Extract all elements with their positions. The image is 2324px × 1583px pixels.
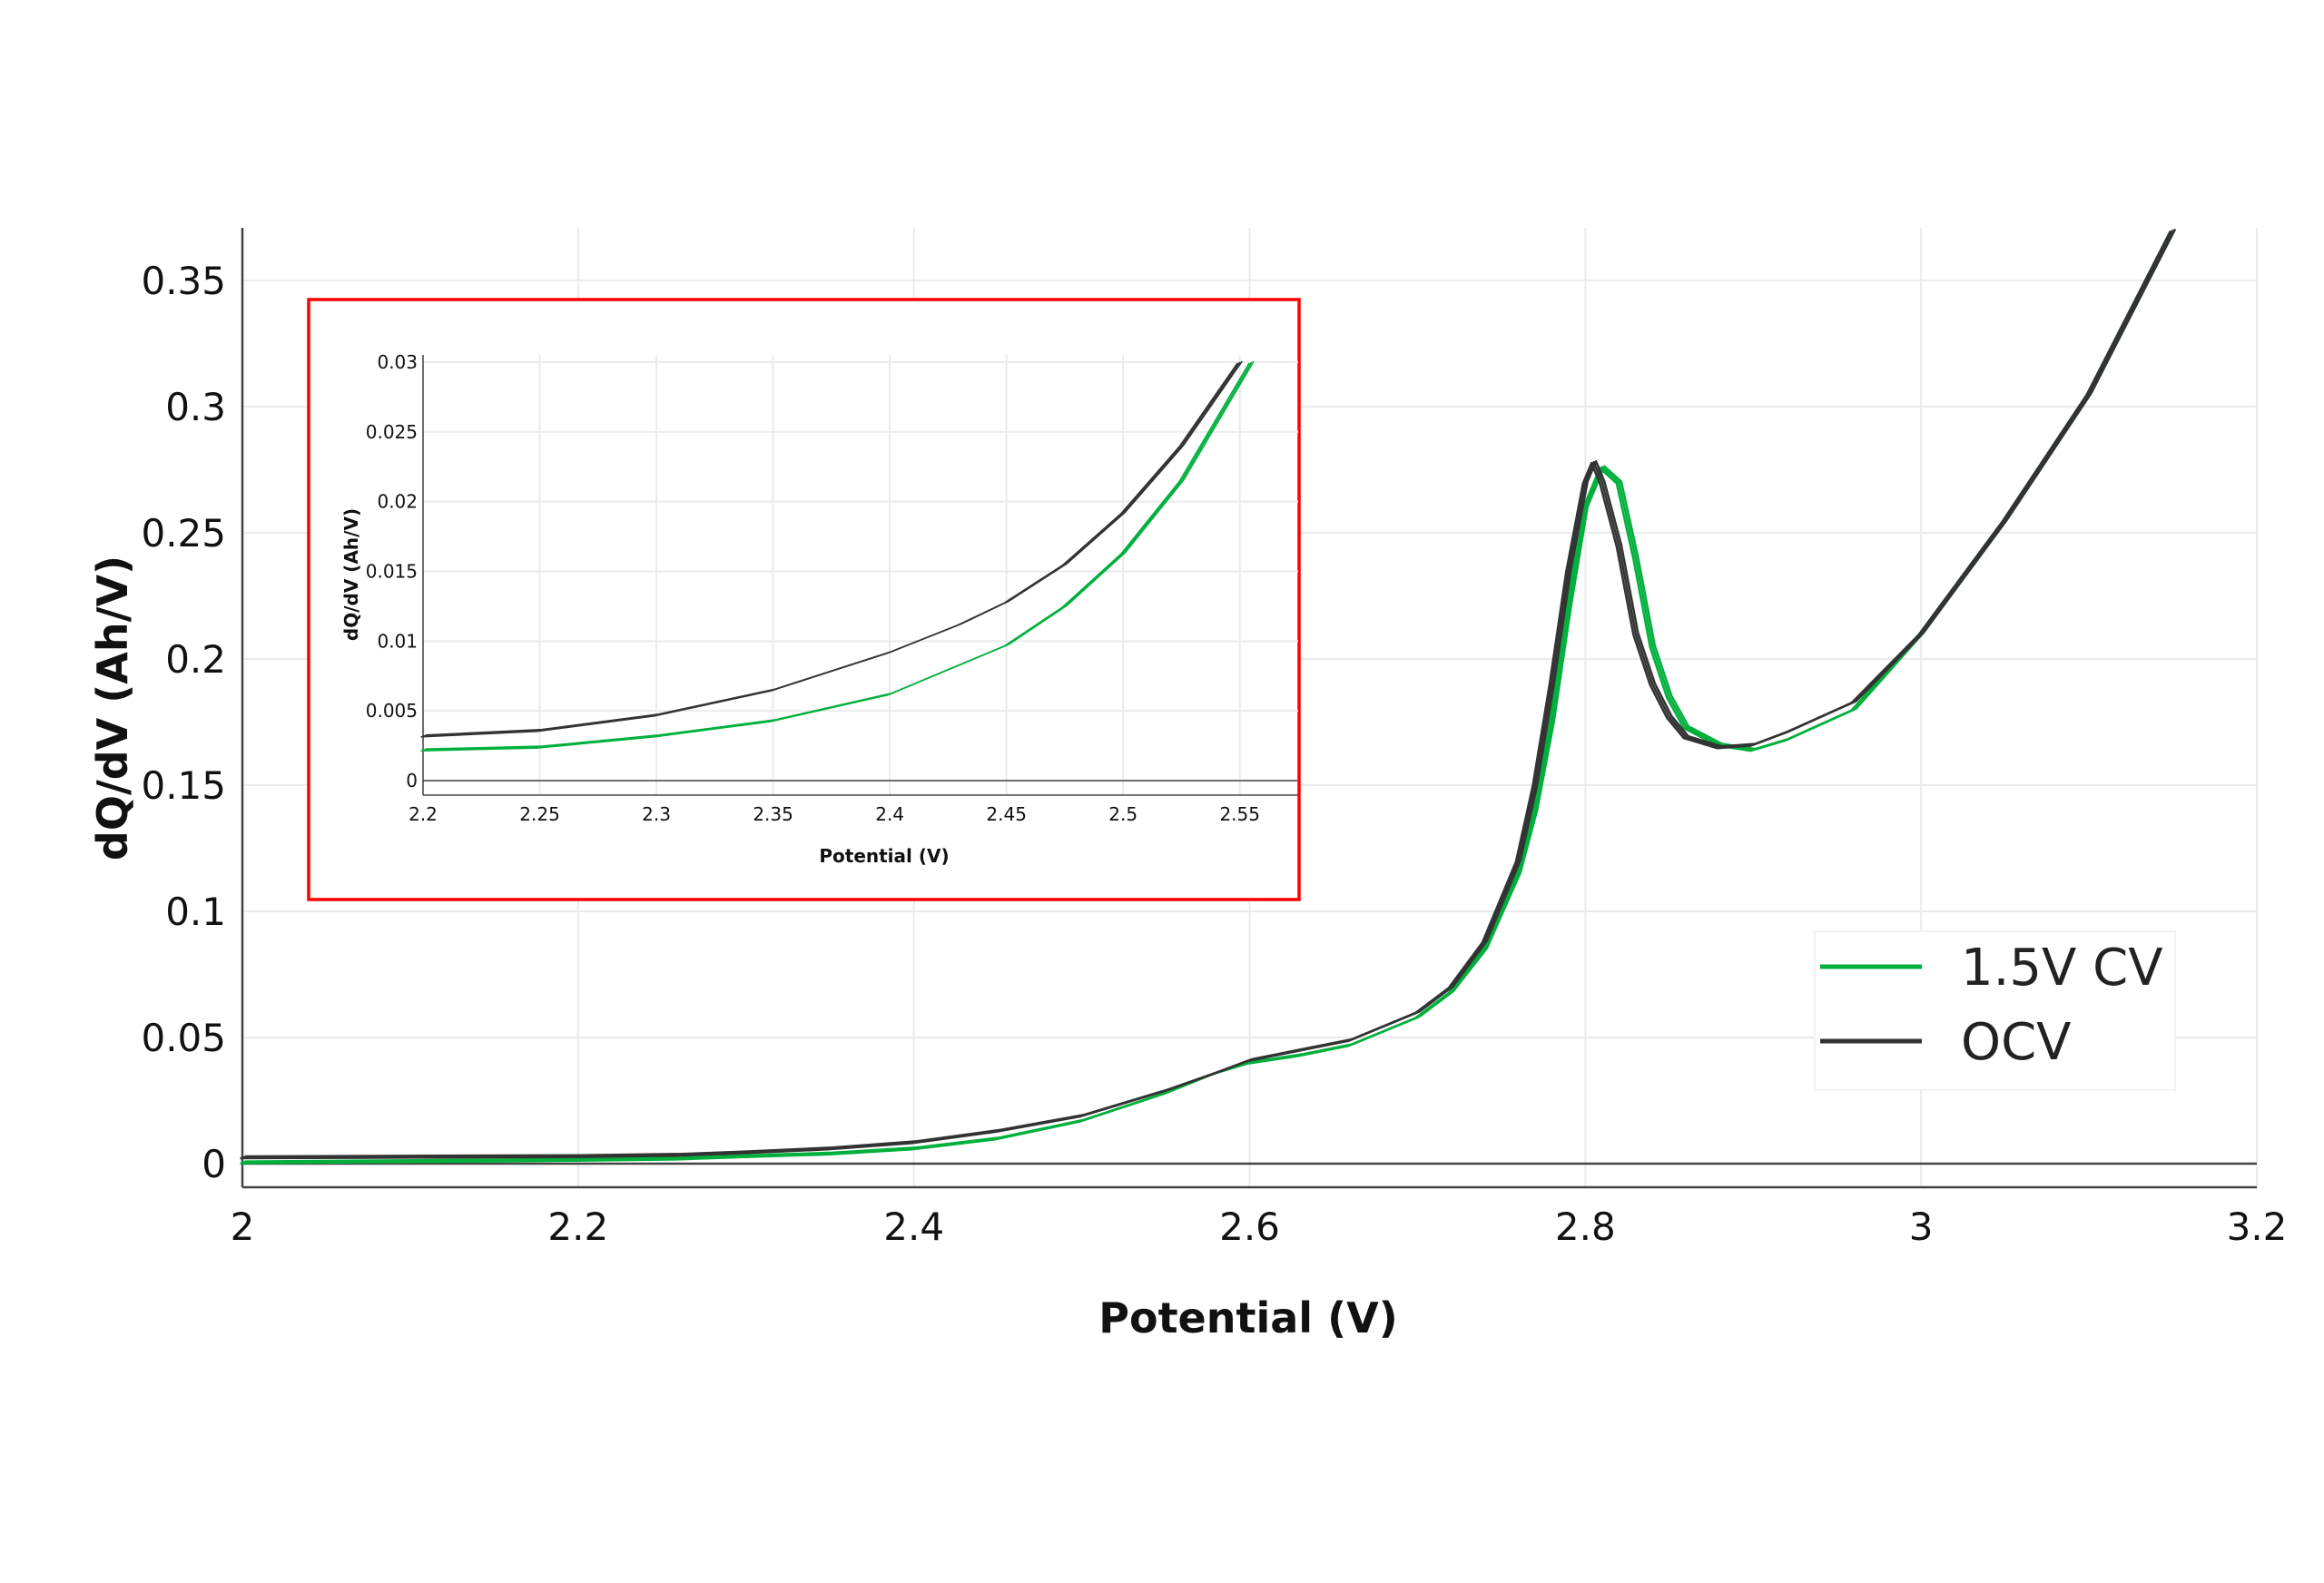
y-tick-label: 0.1 — [165, 890, 226, 934]
x-axis-label: Potential (V) — [1098, 1293, 1397, 1342]
x-tick-label: 2.6 — [1219, 1204, 1280, 1249]
x-tick-label: 2.5 — [1108, 803, 1137, 825]
x-tick-label: 2.3 — [642, 803, 671, 825]
y-tick-label: 0.15 — [141, 763, 226, 808]
inset-y-axis-label: dQ/dV (Ah/V) — [340, 508, 362, 641]
legend-label-ocv: OCV — [1961, 1013, 2072, 1072]
x-tick-label: 3 — [1909, 1204, 1934, 1249]
legend-label-1-5v-cv: 1.5V CV — [1961, 939, 2163, 998]
y-tick-label: 0.2 — [165, 637, 226, 682]
inset-chart: 2.2 2.25 2.3 2.35 2.4 2.45 2.5 2.55 0 0.005 0.01 0.… — [307, 298, 1301, 901]
x-tick-label: 2.2 — [547, 1204, 608, 1249]
y-tick-label: 0.02 — [377, 491, 418, 513]
x-tick-label: 2.45 — [986, 803, 1027, 825]
series-line-1-5v-cv — [425, 360, 1255, 750]
x-tick-label: 3.2 — [2227, 1204, 2288, 1249]
x-tick-label: 2.4 — [883, 1204, 944, 1249]
x-tick-label: 2.25 — [519, 803, 560, 825]
y-tick-label: 0.01 — [377, 630, 418, 652]
inset-frame — [307, 298, 1301, 901]
series-line-ocv — [425, 360, 1243, 736]
y-tick-label: 0.35 — [141, 259, 226, 303]
y-tick-label: 0.3 — [165, 385, 226, 429]
y-tick-label: 0 — [406, 770, 418, 792]
y-tick-label: 0.03 — [377, 351, 418, 373]
inset-grid — [422, 355, 1298, 795]
inset-tick-labels: 2.2 2.25 2.3 2.35 2.4 2.45 2.5 2.55 0 0.005 0.01 0.… — [366, 351, 1260, 825]
x-tick-label: 2 — [231, 1204, 255, 1249]
main-tick-labels: 2 2.2 2.4 2.6 2.8 3 3.2 0 0.05 0.1 0.15 0.2 0.25 0.3 0… — [141, 259, 2287, 1249]
series-line-1-5v-cv — [244, 228, 2177, 1163]
main-series — [240, 228, 2177, 1165]
y-tick-label: 0.025 — [366, 421, 418, 443]
x-tick-label: 2.4 — [875, 803, 904, 825]
x-tick-label: 2.55 — [1219, 803, 1260, 825]
legend: 1.5V CV OCV — [1814, 930, 2176, 1091]
inset-series — [420, 360, 1255, 752]
x-tick-label: 2.8 — [1555, 1204, 1616, 1249]
y-tick-label: 0.25 — [141, 511, 226, 556]
y-axis-label: dQ/dV (Ah/V) — [88, 556, 137, 860]
inset-x-axis-label: Potential (V) — [819, 845, 949, 867]
y-tick-label: 0.005 — [366, 700, 418, 722]
y-tick-label: 0.015 — [366, 561, 418, 583]
x-tick-label: 2.35 — [753, 803, 793, 825]
legend-box — [1814, 930, 2176, 1091]
y-tick-label: 0 — [202, 1142, 226, 1186]
x-tick-label: 2.2 — [409, 803, 438, 825]
y-tick-label: 0.05 — [141, 1016, 226, 1060]
series-line-ocv — [244, 228, 2177, 1158]
